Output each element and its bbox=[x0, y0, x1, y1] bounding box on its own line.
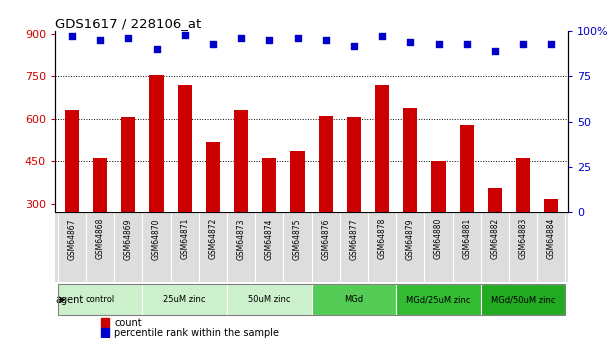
Bar bbox=[101, 328, 109, 337]
Text: 50uM zinc: 50uM zinc bbox=[248, 295, 291, 304]
Bar bbox=[459, 125, 474, 289]
Bar bbox=[58, 284, 142, 315]
Point bbox=[406, 39, 415, 45]
Text: GSM64873: GSM64873 bbox=[236, 218, 246, 259]
Text: GSM64883: GSM64883 bbox=[519, 218, 528, 259]
Text: count: count bbox=[114, 318, 142, 328]
Bar bbox=[65, 110, 79, 289]
Text: MGd: MGd bbox=[345, 295, 364, 304]
Point bbox=[152, 47, 161, 52]
Point bbox=[462, 41, 472, 47]
Bar bbox=[347, 117, 361, 289]
Point bbox=[293, 36, 302, 41]
Bar bbox=[227, 284, 312, 315]
Bar bbox=[142, 284, 227, 315]
Bar bbox=[234, 110, 248, 289]
Bar bbox=[150, 75, 164, 289]
Point bbox=[67, 34, 77, 39]
Text: GSM64877: GSM64877 bbox=[349, 218, 359, 259]
Point bbox=[236, 36, 246, 41]
Text: control: control bbox=[86, 295, 115, 304]
Text: 25uM zinc: 25uM zinc bbox=[164, 295, 206, 304]
Point bbox=[95, 37, 105, 43]
Text: GSM64879: GSM64879 bbox=[406, 218, 415, 259]
Bar bbox=[206, 141, 220, 289]
Text: agent: agent bbox=[55, 295, 83, 305]
Point bbox=[377, 34, 387, 39]
Bar bbox=[516, 158, 530, 289]
Point bbox=[321, 37, 331, 43]
Text: GSM64874: GSM64874 bbox=[265, 218, 274, 259]
Text: GSM64884: GSM64884 bbox=[547, 218, 556, 259]
Text: GSM64868: GSM64868 bbox=[95, 218, 104, 259]
Bar bbox=[319, 116, 333, 289]
Text: GSM64871: GSM64871 bbox=[180, 218, 189, 259]
Text: GSM64875: GSM64875 bbox=[293, 218, 302, 259]
Bar bbox=[121, 117, 136, 289]
Bar bbox=[262, 158, 276, 289]
Point bbox=[123, 36, 133, 41]
Point bbox=[208, 41, 218, 47]
Bar bbox=[312, 284, 396, 315]
Bar bbox=[544, 199, 558, 289]
Point bbox=[180, 32, 189, 38]
Point bbox=[490, 48, 500, 54]
Text: GSM64882: GSM64882 bbox=[491, 218, 499, 259]
Text: GSM64869: GSM64869 bbox=[124, 218, 133, 259]
Point bbox=[546, 41, 556, 47]
Text: GSM64870: GSM64870 bbox=[152, 218, 161, 259]
Text: GSM64876: GSM64876 bbox=[321, 218, 330, 259]
Text: MGd/50uM zinc: MGd/50uM zinc bbox=[491, 295, 555, 304]
Point bbox=[434, 41, 444, 47]
Bar bbox=[93, 158, 107, 289]
Text: GSM64872: GSM64872 bbox=[208, 218, 218, 259]
Bar bbox=[396, 284, 481, 315]
Point bbox=[349, 43, 359, 48]
Bar bbox=[481, 284, 565, 315]
Point bbox=[518, 41, 528, 47]
Text: percentile rank within the sample: percentile rank within the sample bbox=[114, 328, 279, 338]
Text: MGd/25uM zinc: MGd/25uM zinc bbox=[406, 295, 470, 304]
Bar bbox=[375, 86, 389, 289]
Text: GSM64878: GSM64878 bbox=[378, 218, 387, 259]
Text: GSM64881: GSM64881 bbox=[462, 218, 471, 259]
Point bbox=[265, 37, 274, 43]
Bar bbox=[488, 188, 502, 289]
Bar bbox=[101, 318, 109, 327]
Text: GDS1617 / 228106_at: GDS1617 / 228106_at bbox=[55, 17, 201, 30]
Bar bbox=[403, 108, 417, 289]
Text: GSM64867: GSM64867 bbox=[67, 218, 76, 259]
Text: GSM64880: GSM64880 bbox=[434, 218, 443, 259]
Bar bbox=[431, 161, 445, 289]
Bar bbox=[178, 86, 192, 289]
Bar bbox=[290, 151, 304, 289]
